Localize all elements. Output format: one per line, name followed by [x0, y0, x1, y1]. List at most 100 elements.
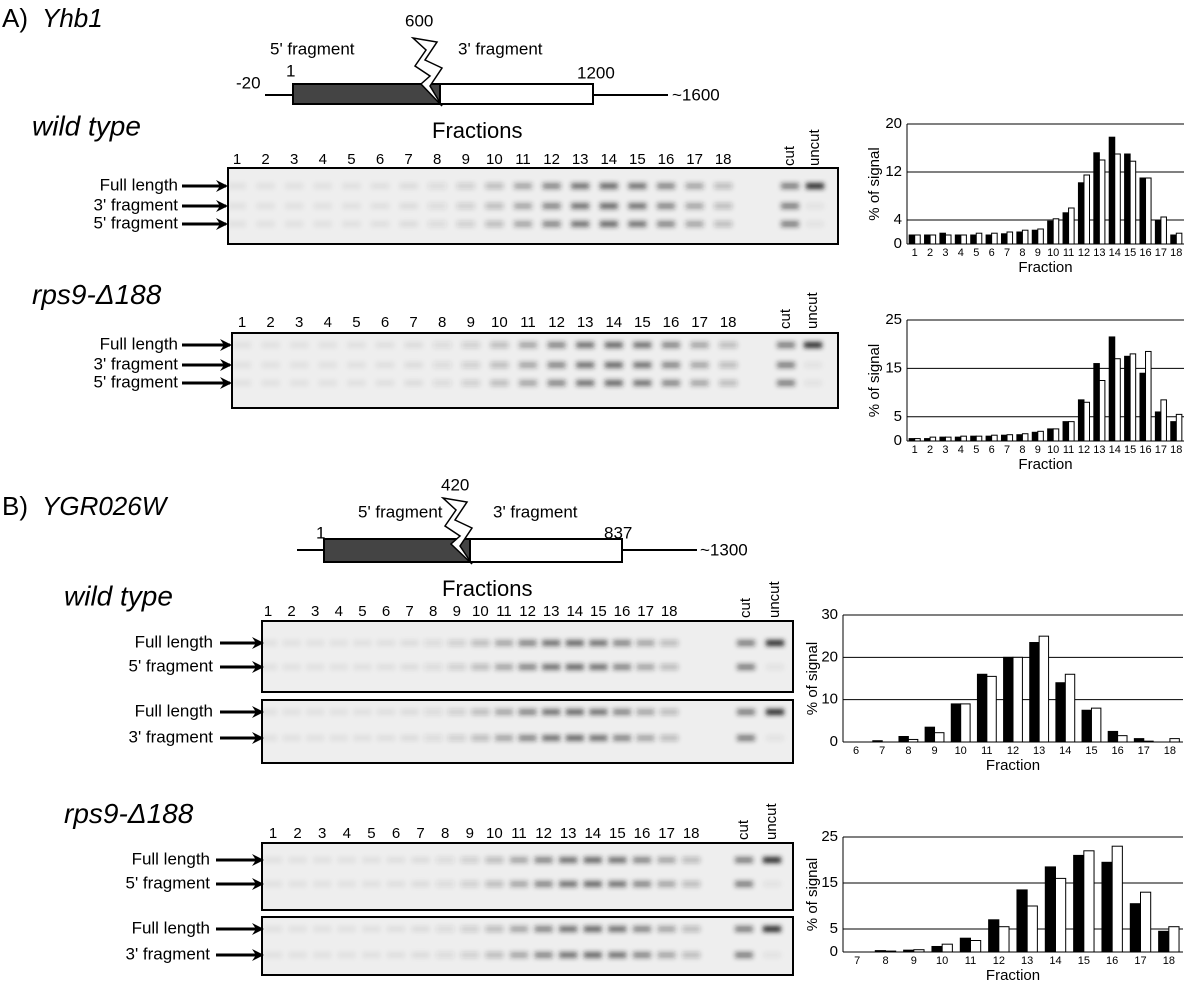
gel-band	[362, 857, 381, 863]
gel-band	[290, 362, 309, 368]
gel-band	[376, 380, 394, 386]
band-label: Full length	[132, 918, 210, 937]
gel-band	[589, 709, 608, 715]
x-tick-label: 4	[958, 247, 964, 259]
gel-band	[261, 362, 280, 368]
lane-label: 9	[466, 825, 474, 842]
x-tick-label: 14	[1049, 955, 1061, 967]
gel-band	[604, 342, 623, 348]
lane-label: 16	[663, 314, 680, 331]
gel-band	[542, 664, 561, 670]
lane-label: 15	[634, 314, 651, 331]
gel-band	[613, 664, 631, 670]
lane-label: 4	[335, 603, 343, 620]
map-label: 5' fragment	[358, 502, 443, 521]
bar	[986, 675, 997, 743]
gel-band	[313, 926, 332, 932]
lane-label: 11	[520, 314, 536, 331]
gel-band	[471, 735, 490, 741]
lane-label: 12	[535, 825, 552, 842]
gel-band	[399, 221, 418, 227]
gel-band	[285, 183, 304, 189]
gel-band	[583, 926, 602, 932]
x-tick-label: 3	[942, 444, 948, 456]
gel-band	[282, 735, 301, 741]
gel-band	[461, 342, 480, 348]
gel-band	[519, 362, 537, 368]
gel-band	[306, 709, 325, 715]
x-tick-label: 9	[931, 745, 937, 757]
lane-label: 17	[637, 603, 654, 620]
gel-band	[228, 203, 246, 209]
lane-label: 12	[519, 603, 536, 620]
gel-band	[337, 857, 356, 863]
gel-band	[371, 221, 389, 227]
gel-band	[342, 221, 361, 227]
gel-band	[436, 881, 455, 887]
gel-band	[604, 380, 623, 386]
band-label: 3' fragment	[125, 944, 210, 963]
strain-allele: Δ188	[95, 279, 162, 310]
lane-label: 2	[287, 603, 295, 620]
gel-band	[495, 709, 513, 715]
gel-band	[433, 342, 452, 348]
gel-band	[735, 881, 753, 887]
gel-band	[387, 881, 405, 887]
x-axis-label: Fraction	[1018, 456, 1072, 473]
y-axis-label: % of signal	[804, 642, 821, 715]
bar	[975, 232, 983, 245]
y-axis-label: % of signal	[866, 147, 883, 220]
gel-band	[387, 857, 405, 863]
lane-label: 4	[324, 314, 332, 331]
x-tick-label: 10	[936, 955, 948, 967]
gel-band	[233, 342, 251, 348]
gel-band	[353, 664, 372, 670]
gel-band	[781, 203, 799, 209]
bar	[970, 435, 977, 442]
x-tick-label: 2	[927, 247, 933, 259]
gel-band	[766, 640, 784, 646]
gel-band	[259, 735, 277, 741]
y-tick-label: 5	[830, 920, 838, 937]
gel-band	[576, 362, 595, 368]
gel-band	[608, 881, 627, 887]
gel-band	[542, 640, 561, 646]
gel-band	[233, 362, 251, 368]
lane-label: 14	[584, 825, 601, 842]
strain-label: wild type	[32, 110, 141, 141]
bar	[1129, 353, 1137, 442]
gel-band	[777, 342, 795, 348]
x-tick-label: 17	[1155, 247, 1167, 259]
bar	[908, 234, 916, 245]
lane-label: 6	[392, 825, 400, 842]
gel-band	[636, 664, 655, 670]
gel-band	[387, 952, 405, 958]
band-label: 5' fragment	[128, 656, 213, 675]
bar	[950, 703, 962, 743]
lane-label: 3	[295, 314, 303, 331]
bar	[976, 673, 988, 743]
lane-label: uncut	[806, 128, 823, 166]
x-tick-label: 5	[973, 444, 979, 456]
lane-label: 5	[352, 314, 360, 331]
bar	[941, 943, 953, 953]
x-tick-label: 3	[942, 247, 948, 259]
gel-band	[636, 640, 655, 646]
lane-label: 4	[319, 151, 327, 168]
gel-band	[460, 881, 479, 887]
gel-band	[714, 203, 733, 209]
x-tick-label: 10	[1047, 444, 1059, 456]
gel-band	[682, 952, 701, 958]
bar	[954, 436, 962, 442]
lane-label: 18	[715, 151, 732, 168]
gel-band	[342, 183, 361, 189]
gel-bands	[228, 183, 824, 227]
x-tick-label: 6	[853, 745, 859, 757]
gel-band	[329, 664, 348, 670]
bar	[960, 234, 967, 245]
gel-band	[404, 380, 423, 386]
gel-band	[685, 183, 704, 189]
lane-label: 14	[605, 314, 622, 331]
gel-band	[571, 203, 590, 209]
